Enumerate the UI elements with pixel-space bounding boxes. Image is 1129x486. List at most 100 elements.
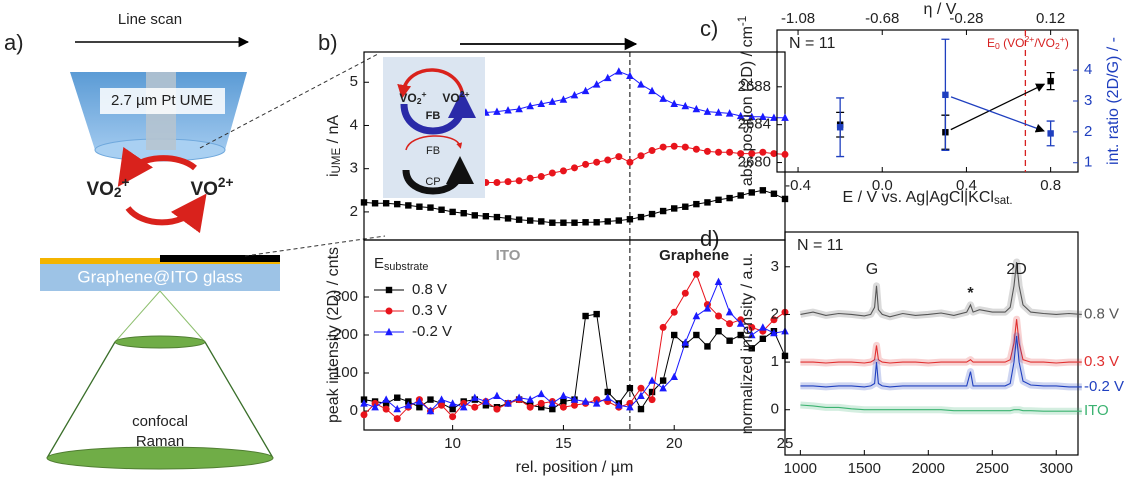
region-label: Graphene: [659, 247, 729, 264]
marker: [715, 312, 723, 320]
x-tick-label: 3000: [1040, 460, 1073, 477]
marker: [560, 398, 567, 405]
marker: [404, 401, 413, 409]
marker: [759, 187, 767, 194]
marker: [692, 145, 700, 153]
marker: [648, 86, 656, 95]
marker: [682, 203, 689, 210]
marker: [626, 158, 634, 166]
marker: [770, 316, 778, 324]
marker: [759, 323, 767, 331]
marker: [626, 385, 634, 392]
marker: [448, 399, 457, 407]
y-tick-label: 2680: [738, 154, 771, 171]
series-label: 0.3 V: [1084, 353, 1119, 370]
marker: [570, 395, 579, 403]
marker: [770, 190, 778, 197]
inset-species: VO2+: [442, 89, 469, 105]
marker: [549, 405, 556, 413]
marker: [493, 405, 501, 413]
marker: [582, 160, 590, 168]
marker: [670, 142, 678, 150]
marker: [759, 112, 767, 121]
marker: [615, 153, 623, 161]
y-tick-label: 1: [771, 353, 779, 370]
inset-step: FB: [426, 145, 440, 157]
marker: [592, 399, 601, 407]
text-part: VO: [190, 179, 217, 200]
marker: [548, 97, 557, 105]
marker: [449, 208, 456, 216]
series-label: ITO: [1084, 402, 1109, 419]
marker: [504, 215, 512, 222]
marker: [382, 405, 390, 413]
marker: [714, 277, 723, 285]
marker: [385, 286, 393, 294]
marker: [360, 199, 368, 206]
y-axis-label: peak intensity (2D) / cnts: [325, 247, 342, 423]
marker: [637, 391, 645, 399]
marker: [537, 389, 546, 398]
y-tick-label: 100: [333, 364, 358, 381]
marker: [704, 343, 711, 350]
marker: [471, 212, 478, 219]
marker: [515, 216, 523, 223]
marker: [515, 104, 523, 113]
marker: [427, 396, 434, 403]
marker: [382, 395, 390, 403]
marker: [670, 308, 678, 316]
marker: [692, 104, 701, 113]
marker: [559, 403, 567, 411]
marker: [537, 399, 545, 407]
scan-label: Line scan: [118, 11, 182, 28]
marker: [670, 372, 679, 380]
marker: [394, 200, 401, 208]
x-tick-label: 0.4: [956, 177, 977, 194]
marker: [715, 328, 722, 335]
marker: [537, 99, 546, 108]
marker: [538, 218, 545, 225]
series-line: [485, 145, 786, 183]
marker: [692, 311, 701, 320]
text-part: +: [122, 175, 130, 190]
marker: [736, 111, 745, 120]
marker: [659, 94, 667, 102]
marker: [781, 195, 789, 203]
marker: [836, 124, 844, 131]
marker: [360, 411, 368, 419]
text-part: VO: [399, 91, 416, 105]
inset-arrow: [400, 90, 476, 135]
marker: [770, 150, 778, 158]
marker: [703, 147, 711, 155]
marker: [681, 143, 689, 151]
marker: [459, 403, 468, 411]
marker: [681, 101, 690, 110]
series-label: 0.8 V: [1084, 305, 1119, 322]
marker: [537, 172, 545, 180]
legend-title: Esubstrate: [374, 255, 428, 273]
marker: [693, 200, 700, 208]
marker: [526, 403, 534, 411]
x2-axis-label: η / V: [924, 1, 957, 18]
marker: [570, 91, 579, 99]
marker: [704, 199, 711, 206]
marker: [415, 397, 424, 405]
marker: [559, 95, 568, 103]
marker: [670, 99, 679, 108]
y-tick-label: 5: [350, 73, 358, 90]
marker: [538, 404, 545, 411]
marker: [449, 405, 456, 413]
series-line: [800, 335, 1082, 388]
marker: [360, 399, 368, 407]
marker: [671, 331, 678, 339]
peak-label: *: [967, 285, 974, 302]
marker: [747, 112, 756, 121]
marker: [725, 308, 734, 316]
beam: [46, 341, 274, 459]
text-part: ): [1065, 36, 1069, 50]
marker: [759, 148, 767, 156]
marker: [703, 304, 712, 312]
graphene-layer: [160, 255, 280, 262]
substrate-label: Graphene@ITO glass: [77, 267, 242, 286]
